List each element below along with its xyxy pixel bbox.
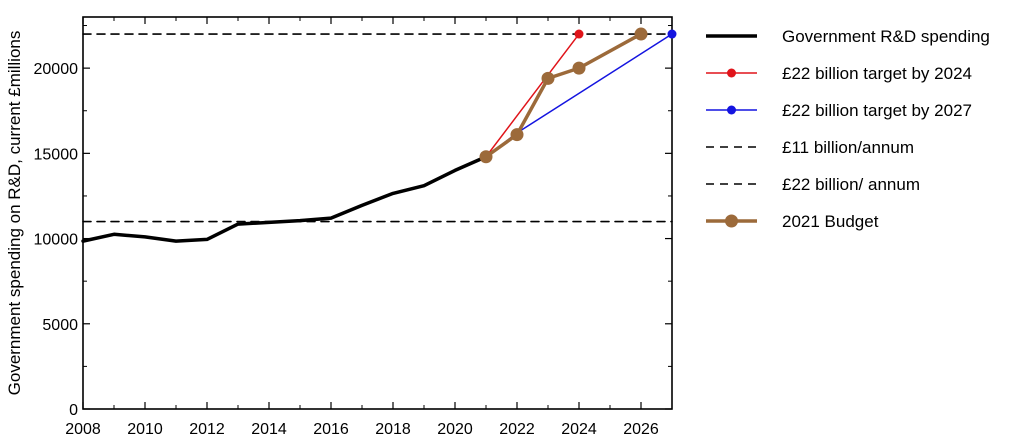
x-tick-label: 2008 [65, 421, 101, 438]
legend-marker [727, 68, 736, 78]
x-tick-label: 2022 [499, 421, 535, 438]
x-tick-label: 2010 [127, 421, 163, 438]
series-line-22-billion-target-by-2024 [485, 33, 580, 158]
series-point-22-billion-target-by-2027 [667, 29, 677, 39]
legend-label: 2021 Budget [782, 212, 879, 231]
legend-marker [727, 105, 736, 115]
x-tick-label: 2012 [189, 421, 225, 438]
series-point-2021-budget [634, 27, 648, 41]
legend-label: £22 billion/ annum [782, 175, 920, 194]
legend-marker [725, 214, 738, 228]
axis-ticks: 2008 2010 2012 2014 2016 2018 2020 2022 2024 2026… [34, 17, 672, 438]
series-point-2021-budget [572, 61, 586, 75]
series-point-22-billion-target-by-2024 [574, 29, 584, 39]
x-tick-label: 2014 [251, 421, 287, 438]
series-point-2021-budget [541, 71, 555, 85]
series-line-government-r-d-spending [81, 155, 488, 243]
legend-label: £22 billion target by 2027 [782, 101, 972, 120]
legend: Government R&D spending £22 billion targe… [706, 27, 990, 231]
x-tick-label: 2024 [561, 421, 597, 438]
series-line-2021-budget [484, 32, 643, 159]
y-tick-label: 5000 [42, 317, 78, 334]
legend-label: Government R&D spending [782, 27, 990, 46]
series-layer [81, 27, 677, 243]
y-tick-label: 15000 [34, 146, 79, 163]
y-tick-label: 20000 [34, 61, 79, 78]
y-tick-label: 0 [69, 402, 78, 419]
y-tick-label: 10000 [34, 232, 79, 249]
x-tick-label: 2020 [437, 421, 473, 438]
series-point-2021-budget [479, 150, 493, 164]
legend-label: £22 billion target by 2024 [782, 64, 972, 83]
plot-frame [82, 16, 673, 410]
x-tick-label: 2018 [375, 421, 411, 438]
x-tick-label: 2026 [623, 421, 659, 438]
legend-label: £11 billion/annum [782, 138, 914, 157]
series-point-2021-budget [510, 128, 524, 142]
y-axis-title: Government spending on R&D, current £mil… [5, 31, 24, 396]
x-tick-label: 2016 [313, 421, 349, 438]
